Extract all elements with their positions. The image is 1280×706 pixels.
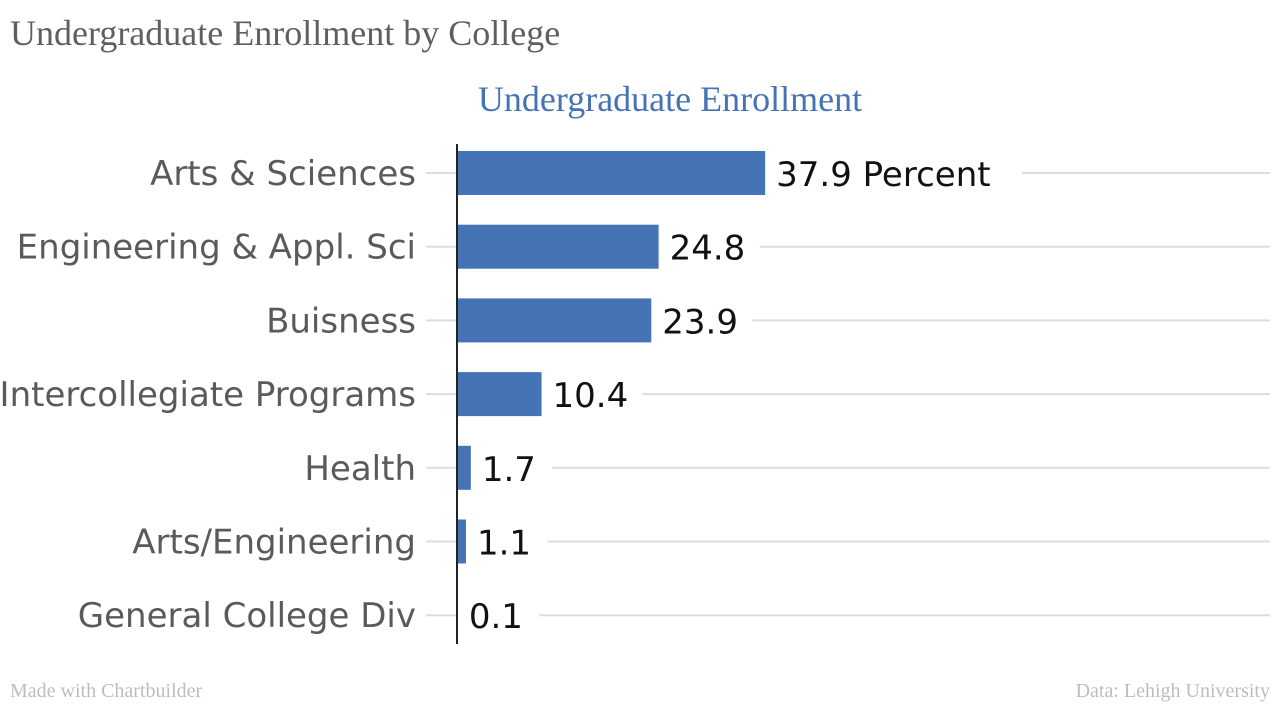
value-label: 24.8 [670,229,746,269]
bar [457,224,659,269]
category-label: Intercollegiate Programs [0,375,416,415]
value-label: 23.9 [662,302,738,342]
category-label: General College Div [78,596,416,636]
grid-lines [426,172,1270,617]
data-source: Data: Lehigh University [1075,680,1270,702]
category-labels: Arts & Sciences Engineering & Appl. Sci Bu… [0,154,416,636]
category-label: Buisness [266,301,416,341]
bar [457,372,542,417]
value-label: 1.1 [477,524,531,564]
category-label: Health [304,449,416,489]
value-label: 0.1 [469,597,523,637]
page-title: Undergraduate Enrollment by College [10,13,561,53]
made-with-credit: Made with Chartbuilder [10,680,203,702]
category-label: Arts/Engineering [132,523,416,563]
bars [457,151,766,638]
category-label: Engineering & Appl. Sci [17,228,416,268]
value-labels: 37.9 Percent 24.8 23.9 10.4 1.7 1.1 0.1 [469,155,991,637]
bar [457,298,652,343]
bar [457,519,466,564]
category-label: Arts & Sciences [150,154,416,194]
chart-title: Undergraduate Enrollment [478,79,862,119]
value-label: 1.7 [482,450,536,490]
bar [457,445,471,490]
value-label: 37.9 Percent [776,155,990,195]
bar [457,151,766,195]
value-label: 10.4 [553,376,629,416]
